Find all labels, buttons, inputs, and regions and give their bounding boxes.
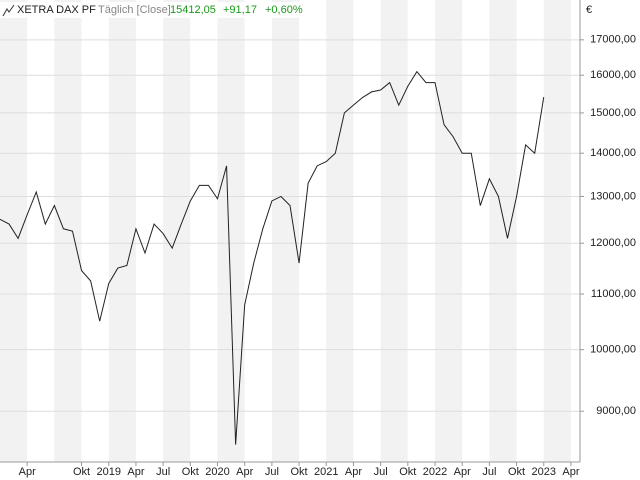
quarter-band (353, 0, 381, 462)
header-box (0, 2, 308, 18)
last-price: 15412,05 (170, 4, 216, 16)
x-tick-label: 2021 (314, 466, 338, 478)
y-tick-label: 11000,00 (591, 288, 636, 300)
x-tick-label: Okt (291, 466, 308, 478)
x-tick-label: 2020 (205, 466, 229, 478)
quarter-band (543, 0, 571, 462)
x-tick-label: Apr (454, 466, 471, 478)
y-tick-label: 10000,00 (590, 344, 636, 356)
quarter-band (54, 0, 82, 462)
quarter-band (217, 0, 245, 462)
quarter-band (135, 0, 164, 462)
quarter-band (407, 0, 435, 462)
x-tick-label: 2022 (423, 466, 447, 478)
x-tick-label: 2019 (97, 466, 121, 478)
x-tick-label: Apr (562, 466, 579, 478)
x-tick-label: Jul (374, 466, 388, 478)
y-tick-label: 15000,00 (590, 107, 636, 119)
change-pct: +0,60% (265, 4, 303, 16)
x-tick-label: Okt (508, 466, 525, 478)
header-icon (2, 4, 15, 17)
x-tick-label: 2023 (532, 466, 556, 478)
quarter-band (190, 0, 218, 462)
x-tick-label: Okt (73, 466, 90, 478)
y-tick-label: 12000,00 (590, 237, 636, 249)
x-tick-label: Jul (156, 466, 170, 478)
y-tick-label: 17000,00 (590, 34, 636, 46)
quarter-band (271, 0, 300, 462)
quarter-band (435, 0, 463, 462)
price-line (0, 70, 545, 445)
quarter-band (326, 0, 354, 462)
y-tick-label: 16000,00 (590, 69, 636, 81)
instrument-name: XETRA DAX PF (17, 4, 96, 16)
mode: Täglich [Close] (98, 4, 171, 16)
quarter-band (489, 0, 517, 462)
y-tick-label: 13000,00 (590, 190, 636, 202)
x-tick-label: Apr (127, 466, 144, 478)
quarter-band (570, 0, 580, 462)
change: +91,17 (223, 4, 257, 16)
quarter-band (516, 0, 544, 462)
x-tick-label: Jul (482, 466, 496, 478)
y-unit: € (586, 4, 592, 16)
x-tick-label: Jul (265, 466, 279, 478)
y-tick-label: 9000,00 (596, 405, 636, 417)
quarter-band (462, 0, 490, 462)
quarter-band (163, 0, 191, 462)
x-tick-label: Apr (345, 466, 362, 478)
quarter-band (299, 0, 327, 462)
quarter-band (27, 0, 55, 462)
y-tick-label: 14000,00 (590, 147, 636, 159)
x-tick-label: Okt (399, 466, 416, 478)
quarter-band (81, 0, 109, 462)
quarter-band (380, 0, 408, 462)
quarter-band (244, 0, 272, 462)
quarter-band (108, 0, 136, 462)
x-tick-label: Okt (182, 466, 199, 478)
x-tick-label: Apr (19, 466, 36, 478)
x-tick-label: Apr (236, 466, 253, 478)
